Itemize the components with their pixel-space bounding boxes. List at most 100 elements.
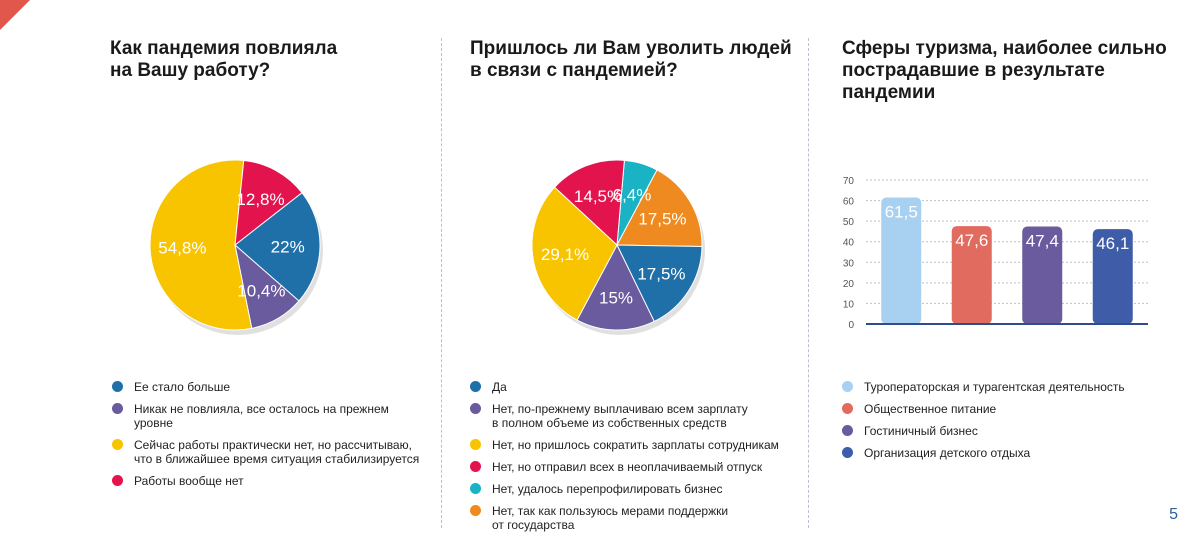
legend-dot	[470, 461, 481, 472]
pie-chart-work-impact: 22% 10,4% 54,8% 12,8%	[149, 159, 323, 335]
legend-label: Нет, так как пользуюсь мерами поддержки	[492, 504, 729, 518]
legend-item: Нет, по-прежнему выплачиваю всем зарплат…	[470, 402, 779, 430]
pie-slice	[616, 169, 703, 248]
legend-dot	[842, 381, 853, 392]
pie-value-label: 17,5%	[638, 209, 686, 228]
panel-3-title: Сферы туризма, наиболее сильно пострадав…	[842, 38, 1167, 104]
panel-3-title-line: Сферы туризма, наиболее сильно	[842, 38, 1167, 59]
legend-label: Организация детского отдыха	[864, 446, 1031, 460]
legend-item: Никак не повлияла, все осталось на прежн…	[112, 402, 419, 430]
pie-slice	[234, 159, 303, 247]
panel-1-title-line: на Вашу работу?	[110, 60, 271, 81]
pie-slice	[234, 191, 321, 302]
y-tick-label: 0	[848, 320, 854, 331]
legend-item: Работы вообще нет	[112, 474, 419, 488]
panel-2-title: Пришлось ли Вам уволить людей в связи с …	[470, 38, 792, 82]
legend-label: Нет, по-прежнему выплачиваю всем зарплат…	[492, 402, 748, 416]
column-divider	[808, 38, 809, 528]
pie-value-label: 10,4%	[237, 282, 285, 301]
y-tick-label: 20	[843, 279, 855, 290]
y-tick-label: 60	[843, 197, 855, 208]
pie-slice	[553, 159, 625, 247]
legend-label: что в ближайшее время ситуация стабилизи…	[134, 452, 420, 466]
bar-value-label: 47,4	[1026, 231, 1059, 250]
legend-label: Да	[492, 380, 507, 394]
legend-layoffs: Да Нет, по-прежнему выплачиваю всем зарпл…	[470, 380, 779, 540]
pie-value-label: 17,5%	[637, 264, 685, 283]
legend-item: Нет, но отправил всех в неоплачиваемый о…	[470, 460, 779, 474]
panel-3-title-line: пандемии	[842, 82, 936, 103]
legend-label: Нет, но пришлось сократить зарплаты сотр…	[492, 438, 779, 452]
y-tick-label: 30	[843, 258, 855, 269]
legend-item: Нет, удалось перепрофилировать бизнес	[470, 482, 779, 496]
legend-item: Гостиничный бизнес	[842, 424, 1125, 438]
legend-work-impact: Ее стало больше Никак не повлияла, все ос…	[112, 380, 419, 496]
pie-value-label: 6,4%	[613, 185, 652, 204]
legend-item: Ее стало больше	[112, 380, 419, 394]
legend-dot	[842, 403, 853, 414]
legend-label: Ее стало больше	[134, 380, 231, 394]
legend-label: Общественное питание	[864, 402, 997, 416]
pie-value-label: 22%	[271, 237, 305, 256]
panel-3-title-line: пострадавшие в результате	[842, 60, 1105, 81]
legend-label: от государства	[492, 518, 575, 532]
legend-item: Сейчас работы практически нет, но рассчи…	[112, 438, 419, 466]
panel-2-title-line: Пришлось ли Вам уволить людей	[470, 38, 792, 59]
legend-dot	[470, 439, 481, 450]
legend-label: Нет, удалось перепрофилировать бизнес	[492, 482, 723, 496]
legend-label: Туроператорская и турагентская деятельно…	[864, 380, 1125, 394]
legend-dot	[112, 403, 123, 414]
legend-dot	[842, 447, 853, 458]
legend-item: Организация детского отдыха	[842, 446, 1125, 460]
pie-value-label: 54,8%	[158, 239, 206, 258]
bar	[1092, 229, 1133, 324]
panel-1-title-line: Как пандемия повлияла	[110, 38, 338, 59]
bar	[881, 197, 922, 324]
panel-2-title-line: в связи с пандемией?	[470, 60, 678, 81]
legend-dot	[842, 425, 853, 436]
bar	[1022, 226, 1063, 324]
y-tick-label: 10	[843, 299, 855, 310]
legend-item: Нет, но пришлось сократить зарплаты сотр…	[470, 438, 779, 452]
y-tick-label: 50	[843, 217, 855, 228]
pie-chart-layoffs: 6,4%17,5%17,5%15%29,1%14,5%	[531, 159, 705, 335]
pie-value-label: 15%	[599, 289, 633, 308]
legend-tourism-sectors: Туроператорская и турагентская деятельно…	[842, 380, 1125, 468]
column-divider	[441, 38, 442, 528]
bar-value-label: 61,5	[885, 202, 918, 221]
bar-chart-tourism-sectors: 0 10 20 30 40 50 60 70 61,5 47,6 47,4 46,1	[843, 176, 1148, 331]
page-number: 5	[1169, 506, 1178, 523]
bar	[951, 226, 992, 324]
legend-dot	[470, 381, 481, 392]
y-tick-label: 40	[843, 238, 855, 249]
pie-slice	[531, 186, 618, 321]
legend-label: Нет, но отправил всех в неоплачиваемый о…	[492, 460, 763, 474]
legend-label: Гостиничный бизнес	[864, 424, 978, 438]
legend-dot	[470, 403, 481, 414]
legend-label: уровне	[134, 416, 173, 430]
legend-label: Сейчас работы практически нет, но рассчи…	[134, 438, 412, 452]
pie-slice	[149, 159, 253, 331]
legend-item: Нет, так как пользуюсь мерами поддержки о…	[470, 504, 779, 532]
legend-item: Общественное питание	[842, 402, 1125, 416]
legend-dot	[470, 483, 481, 494]
pie-value-label: 12,8%	[236, 190, 284, 209]
legend-label: Никак не повлияла, все осталось на прежн…	[134, 402, 389, 416]
legend-dot	[112, 439, 123, 450]
y-tick-label: 70	[843, 176, 855, 187]
legend-dot	[112, 381, 123, 392]
pie-slice	[576, 243, 655, 331]
legend-label: Работы вообще нет	[134, 474, 244, 488]
pie-slice	[616, 244, 703, 323]
legend-item: Туроператорская и турагентская деятельно…	[842, 380, 1125, 394]
bar-value-label: 46,1	[1096, 234, 1129, 253]
panel-1-title: Как пандемия повлияла на Вашу работу?	[110, 38, 337, 82]
legend-item: Да	[470, 380, 779, 394]
bar-value-label: 47,6	[955, 231, 988, 250]
legend-dot	[470, 505, 481, 516]
legend-label: в полном объеме из собственных средств	[492, 416, 727, 430]
pie-value-label: 29,1%	[541, 245, 589, 264]
legend-dot	[112, 475, 123, 486]
corner-accent	[0, 0, 30, 30]
pie-value-label: 14,5%	[574, 187, 622, 206]
